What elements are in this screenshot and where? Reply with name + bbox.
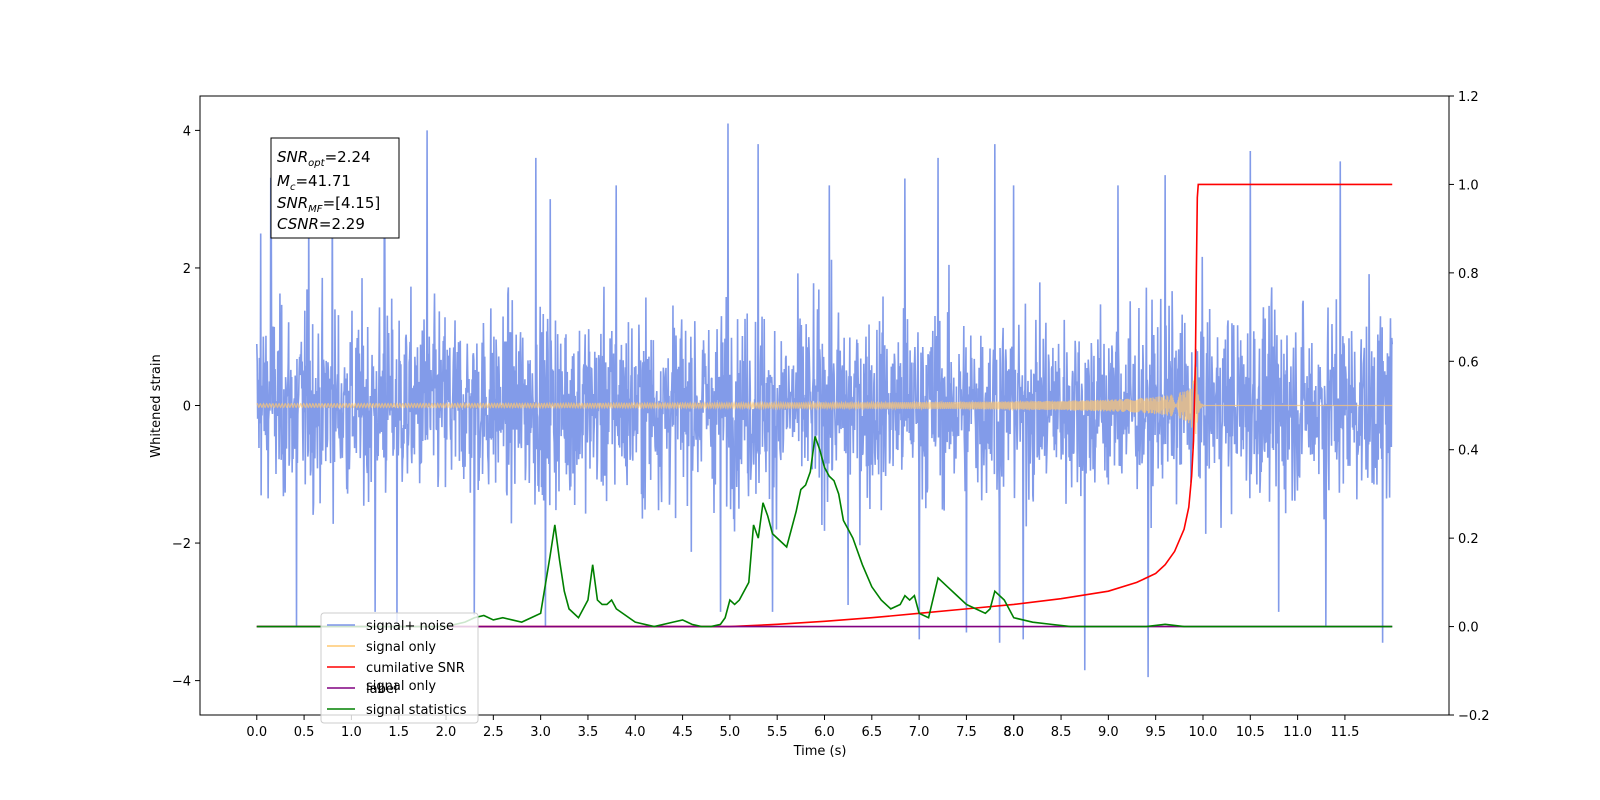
x-tick-label: 8.0 (1003, 725, 1024, 740)
legend-label-signal-statistics: signal statistics (366, 703, 467, 718)
x-tick-label: 1.5 (388, 725, 409, 740)
annotation-chirp-mass-sub: c (290, 182, 296, 193)
series-signal-only (256, 366, 1393, 435)
x-tick-label: 8.0 (1003, 725, 1024, 740)
x-tick-label: 7.5 (956, 725, 977, 740)
x-tick-label: 10.0 (1189, 725, 1218, 740)
legend-hidden-text: signal only (366, 679, 436, 694)
x-tick-label: 2.5 (483, 725, 504, 740)
annotation-chirp-mass: Mc=41.71 (277, 172, 351, 193)
y-right-tick-label: −0.2 (1458, 709, 1490, 724)
annotation-snr-opt-value: =2.24 (325, 148, 371, 166)
annotation-chirp-mass-value: =41.71 (295, 172, 351, 190)
y-left-tick-label: −2 (172, 537, 191, 552)
y-right-tick-label: 0.6 (1458, 355, 1479, 370)
series-signal-noise (255, 123, 1394, 678)
x-tick-label: 4.5 (672, 725, 693, 740)
x-tick-label: 5.5 (767, 725, 788, 740)
x-tick-label: 1.0 (341, 725, 362, 740)
annotation-snr-mf-base: SNR (277, 194, 308, 212)
annotation-frame (270, 137, 400, 239)
annotation-csnr-value: =2.29 (319, 215, 365, 233)
y-axis-left: 4 2 0 −2 −4 (172, 124, 200, 690)
y-left-tick-label: −4 (172, 675, 191, 690)
annotation-snr-opt: SNRopt=2.24 (277, 148, 371, 169)
x-tick-label: 7.0 (909, 725, 930, 740)
annotation-chirp-mass-base: M (277, 172, 290, 190)
legend-frame (320, 612, 479, 724)
x-tick-label: 0.0 (246, 725, 267, 740)
x-tick-label: 9.0 (1098, 725, 1119, 740)
legend-label-cumilative-snr: cumilative SNR (366, 661, 465, 676)
y-right-tick-label: 0.4 (1458, 444, 1479, 459)
y-axis-right: 1.2 1.0 0.8 0.6 0.4 0.2 0.0 −0.2 (1449, 90, 1490, 724)
x-tick-label: 5.0 (720, 725, 741, 740)
legend-item-signal-statistics: signal statistics (327, 703, 467, 718)
annotation-box: SNRopt=2.24 Mc=41.71 SNRMF=[4.15] CSNR=2… (270, 137, 400, 239)
annotation-snr-mf-value: =[4.15] (323, 194, 381, 212)
x-tick-label: 10.5 (1236, 725, 1265, 740)
x-tick-label: 6.0 (814, 725, 835, 740)
y-left-tick-label: 2 (183, 262, 191, 277)
legend-item-signal-only: signal only (327, 640, 436, 655)
x-tick-label: 9.5 (1145, 725, 1166, 740)
legend-label-signal-only: signal only (366, 640, 436, 655)
y-right-tick-label: 0.2 (1458, 532, 1479, 547)
x-tick-label: 3.5 (578, 725, 599, 740)
y-right-tick-label: 0.0 (1458, 621, 1479, 636)
annotation-snr-opt-base: SNR (277, 148, 308, 166)
x-tick-label: 4.0 (625, 725, 646, 740)
x-tick-label: 8.5 (1051, 725, 1072, 740)
legend: signal only signal+ noise signal only cu… (320, 612, 479, 724)
x-tick-label: 11.5 (1330, 725, 1359, 740)
annotation-snr-mf: SNRMF=[4.15] (277, 194, 380, 215)
y-axis-label: Whitened strain (149, 354, 164, 457)
x-tick-label: 0.5 (294, 725, 315, 740)
legend-item-signal-noise: signal+ noise (327, 619, 454, 634)
x-tick-label: 2.0 (436, 725, 457, 740)
annotation-csnr-base: CSNR (277, 215, 319, 233)
x-tick-label: 6.5 (861, 725, 882, 740)
legend-label-signal-noise: signal+ noise (366, 619, 454, 634)
legend-label-label: label (366, 682, 397, 697)
series-cumilative-snr (256, 183, 1393, 628)
y-right-tick-label: 1.2 (1458, 90, 1479, 105)
annotation-snr-mf-sub: MF (308, 204, 323, 215)
x-axis-label: Time (s) (793, 744, 847, 759)
x-tick-label: 11.0 (1283, 725, 1312, 740)
annotation-csnr: CSNR=2.29 (277, 215, 365, 233)
y-left-tick-label: 0 (183, 400, 191, 415)
series-signal-statistics (256, 436, 1393, 628)
x-tick-label: 3.0 (530, 725, 551, 740)
x-axis: 0.0 0.5 1.0 1.5 2.0 2.5 3.0 3.5 4.0 4.5 5.0 5.5 6.0 6… (246, 715, 1359, 740)
legend-item-cumilative-snr: cumilative SNR (327, 661, 465, 676)
annotation-snr-opt-sub: opt (308, 158, 325, 169)
y-right-tick-label: 1.0 (1458, 178, 1479, 193)
y-left-tick-label: 4 (183, 124, 191, 139)
y-right-tick-label: 0.8 (1458, 267, 1479, 282)
legend-item-label: label (327, 682, 397, 697)
